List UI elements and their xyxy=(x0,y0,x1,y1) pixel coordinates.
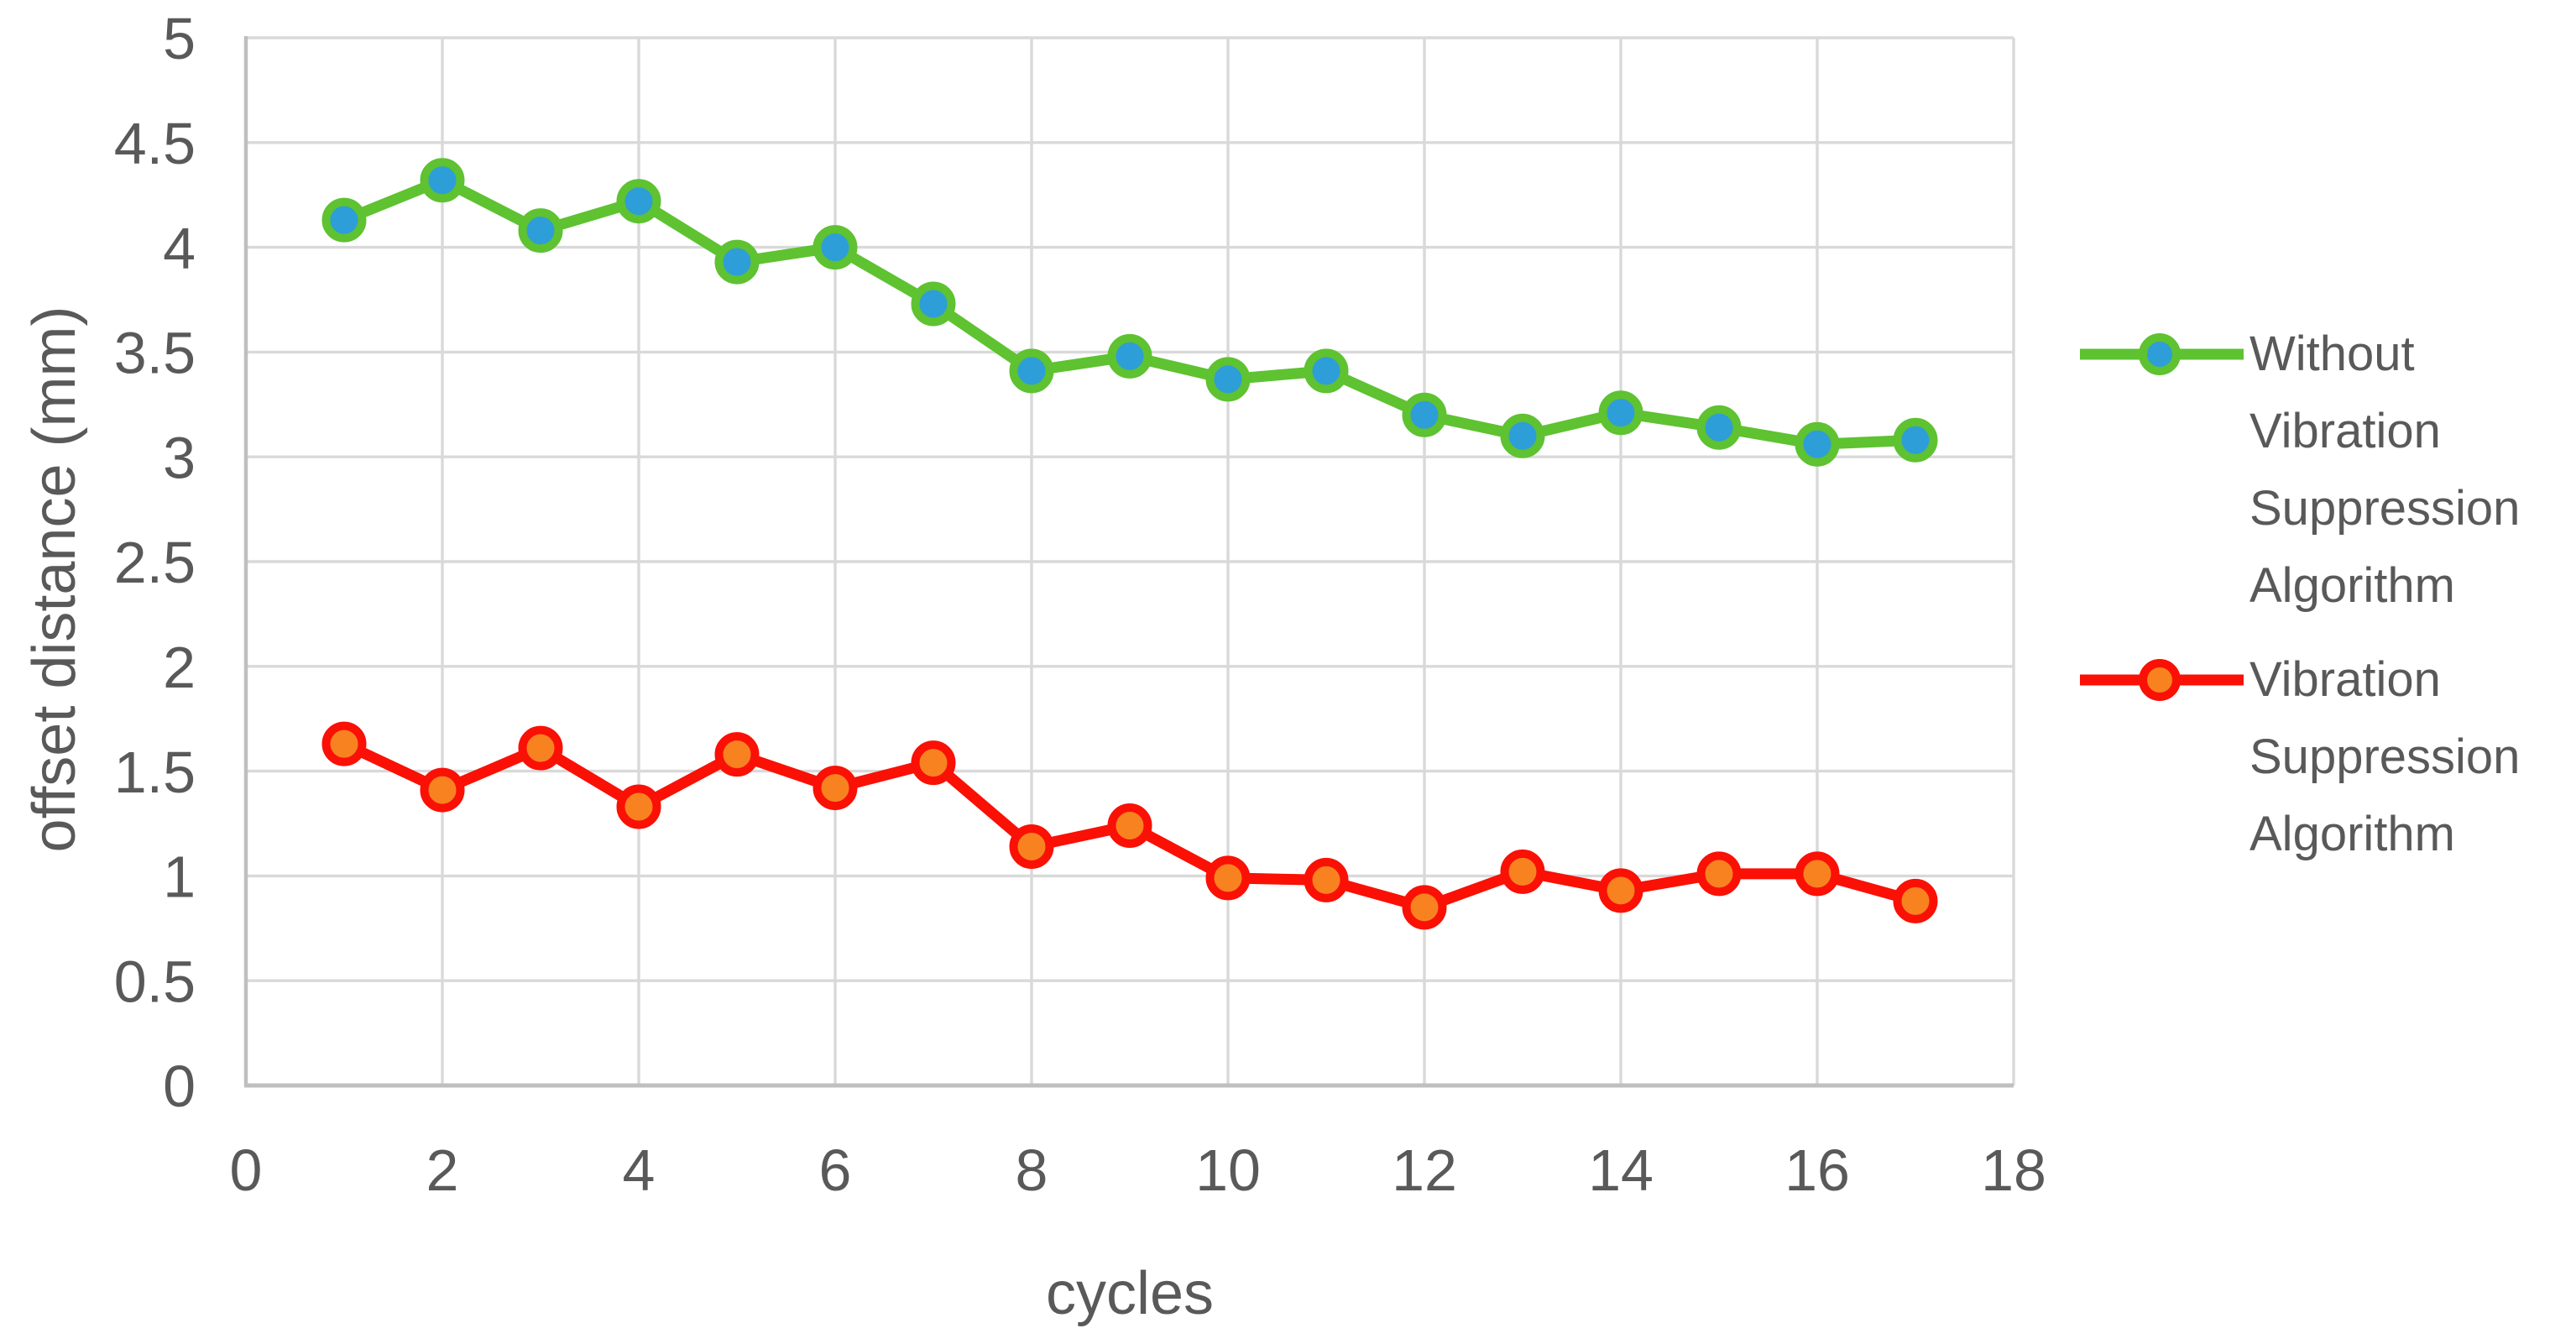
data-point-marker-vsa xyxy=(1402,885,1447,930)
data-point-marker-vsa xyxy=(813,766,858,811)
x-tick-label: 12 xyxy=(1392,1137,1457,1203)
data-point-marker-without-vsa xyxy=(321,197,367,243)
x-tick-label: 8 xyxy=(1016,1137,1048,1203)
data-point-marker-without-vsa xyxy=(1893,417,1938,463)
data-point-marker-without-vsa xyxy=(1009,348,1054,394)
y-tick-label: 3 xyxy=(163,425,196,490)
y-tick-label: 0.5 xyxy=(114,949,196,1014)
y-axis-title: offset distance (mm) xyxy=(21,306,88,853)
legend-line-marker-icon-green xyxy=(2080,333,2244,375)
data-point-marker-without-vsa xyxy=(1696,405,1742,450)
data-point-marker-without-vsa xyxy=(1402,392,1447,437)
data-point-marker-vsa xyxy=(518,725,563,771)
y-tick-label: 2 xyxy=(163,635,196,700)
y-tick-label: 5 xyxy=(163,6,196,71)
data-point-marker-vsa xyxy=(1696,851,1742,897)
data-point-marker-vsa xyxy=(911,740,956,786)
data-point-marker-without-vsa xyxy=(518,208,563,254)
legend-label-vsa: Vibration Suppression Algorithm xyxy=(2249,652,2521,861)
data-point-marker-without-vsa xyxy=(1598,390,1643,436)
data-point-marker-vsa xyxy=(1107,803,1152,848)
y-tick-label: 2.5 xyxy=(114,530,196,595)
data-point-marker-without-vsa xyxy=(911,281,956,327)
y-tick-label: 1.5 xyxy=(114,740,196,805)
data-point-marker-vsa xyxy=(1304,857,1349,902)
data-point-marker-vsa xyxy=(1893,878,1938,923)
x-tick-label: 16 xyxy=(1784,1137,1850,1203)
data-point-marker-without-vsa xyxy=(1205,357,1251,402)
data-point-marker-vsa xyxy=(1795,851,1840,897)
x-tick-label: 2 xyxy=(426,1137,459,1203)
legend: Without Vibration Suppression Algorithm … xyxy=(2065,285,2568,890)
legend-label-without-vsa: Without Vibration Suppression Algorithm xyxy=(2249,327,2521,613)
data-point-marker-vsa xyxy=(1500,849,1545,894)
y-tick-label: 4.5 xyxy=(114,111,196,176)
y-tick-label: 0 xyxy=(163,1054,196,1119)
data-point-marker-vsa xyxy=(1598,868,1643,913)
data-point-marker-without-vsa xyxy=(1500,413,1545,458)
data-point-marker-without-vsa xyxy=(420,158,465,203)
x-tick-label: 18 xyxy=(1981,1137,2046,1203)
x-tick-label: 14 xyxy=(1588,1137,1654,1203)
y-tick-label: 1 xyxy=(163,845,196,910)
data-point-marker-without-vsa xyxy=(813,225,858,270)
series-line-without-vsa xyxy=(338,175,1921,450)
data-point-marker-without-vsa xyxy=(1304,348,1349,394)
x-tick-label: 4 xyxy=(623,1137,656,1203)
x-tick-label: 6 xyxy=(819,1137,852,1203)
legend-line-marker-icon-red xyxy=(2080,659,2244,701)
data-point-marker-without-vsa xyxy=(616,179,661,224)
x-axis-title: cycles xyxy=(1045,1260,1215,1327)
data-point-marker-vsa xyxy=(1009,824,1054,869)
data-point-marker-without-vsa xyxy=(1107,333,1152,379)
y-tick-label: 4 xyxy=(163,216,196,281)
data-point-marker-vsa xyxy=(420,767,465,813)
data-point-marker-vsa xyxy=(1205,855,1251,901)
data-point-marker-without-vsa xyxy=(714,239,760,285)
data-point-marker-without-vsa xyxy=(1795,421,1840,467)
data-point-marker-vsa xyxy=(714,732,760,777)
data-point-marker-vsa xyxy=(321,721,367,766)
y-tick-label: 3.5 xyxy=(114,321,196,386)
x-tick-label: 0 xyxy=(230,1137,263,1203)
x-tick-label: 10 xyxy=(1195,1137,1261,1203)
data-point-marker-vsa xyxy=(616,784,661,829)
